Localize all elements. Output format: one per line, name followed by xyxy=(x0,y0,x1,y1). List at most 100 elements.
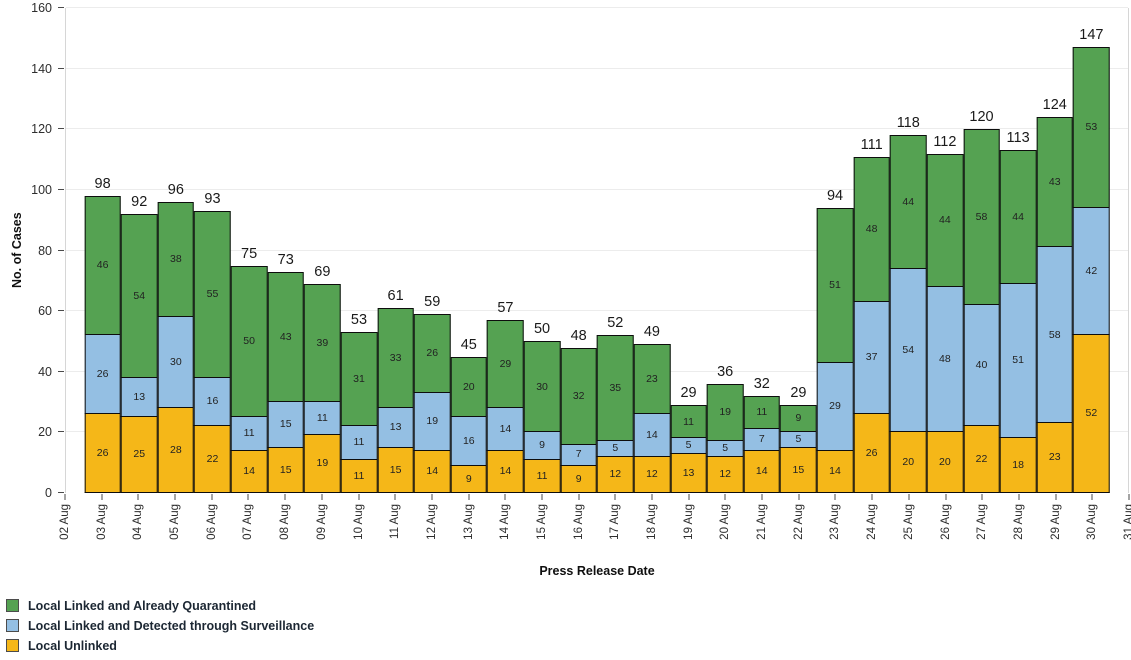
segment-local-linked-and-detected-through-surveillance[interactable]: 7 xyxy=(743,429,781,451)
bar-total-label: 98 xyxy=(94,175,111,192)
segment-local-linked-and-already-quarantined[interactable]: 33 xyxy=(377,308,414,409)
segment-local-linked-and-already-quarantined[interactable]: 11 xyxy=(743,396,781,430)
segment-local-linked-and-detected-through-surveillance[interactable]: 5 xyxy=(670,438,707,454)
x-tick-mark xyxy=(284,494,286,500)
segment-local-unlinked[interactable]: 9 xyxy=(560,465,597,493)
segment-local-linked-and-already-quarantined[interactable]: 35 xyxy=(596,335,634,442)
gridline xyxy=(66,249,1128,251)
segment-local-unlinked[interactable]: 19 xyxy=(304,435,341,493)
segment-local-linked-and-already-quarantined[interactable]: 50 xyxy=(230,265,268,418)
segment-local-unlinked[interactable]: 15 xyxy=(377,447,414,493)
segment-local-linked-and-already-quarantined[interactable]: 19 xyxy=(706,383,744,442)
bar-total-label: 36 xyxy=(717,363,734,380)
segment-local-unlinked[interactable]: 22 xyxy=(194,426,231,493)
segment-local-unlinked[interactable]: 15 xyxy=(267,447,305,493)
segment-local-linked-and-detected-through-surveillance[interactable]: 9 xyxy=(523,432,561,460)
segment-local-linked-and-already-quarantined[interactable]: 23 xyxy=(633,344,671,415)
legend-item-local-unlinked[interactable]: Local Unlinked xyxy=(6,639,314,653)
segment-local-unlinked[interactable]: 12 xyxy=(633,456,671,493)
x-tick-label: 23 Aug xyxy=(829,504,842,540)
segment-local-unlinked[interactable]: 22 xyxy=(963,426,1000,493)
segment-local-linked-and-already-quarantined[interactable]: 43 xyxy=(267,271,305,403)
segment-local-linked-and-already-quarantined[interactable]: 46 xyxy=(84,195,121,336)
segment-local-unlinked[interactable]: 52 xyxy=(1073,335,1110,493)
segment-local-linked-and-detected-through-surveillance[interactable]: 19 xyxy=(413,392,451,451)
segment-local-unlinked[interactable]: 15 xyxy=(780,447,817,493)
segment-local-unlinked[interactable]: 11 xyxy=(523,459,561,493)
segment-local-linked-and-already-quarantined[interactable]: 30 xyxy=(523,341,561,433)
segment-local-linked-and-already-quarantined[interactable]: 26 xyxy=(413,314,451,393)
segment-local-linked-and-detected-through-surveillance[interactable]: 14 xyxy=(633,414,671,457)
segment-local-unlinked[interactable]: 14 xyxy=(487,450,524,493)
segment-local-linked-and-detected-through-surveillance[interactable]: 29 xyxy=(816,362,854,451)
segment-local-linked-and-detected-through-surveillance[interactable]: 15 xyxy=(267,402,305,448)
segment-local-linked-and-already-quarantined[interactable]: 43 xyxy=(1036,117,1074,248)
segment-local-linked-and-already-quarantined[interactable]: 38 xyxy=(157,202,195,318)
segment-local-linked-and-detected-through-surveillance[interactable]: 7 xyxy=(560,444,597,466)
segment-local-linked-and-already-quarantined[interactable]: 44 xyxy=(999,150,1037,284)
segment-local-linked-and-detected-through-surveillance[interactable]: 5 xyxy=(780,432,817,448)
segment-local-linked-and-already-quarantined[interactable]: 58 xyxy=(963,129,1000,306)
segment-local-linked-and-detected-through-surveillance[interactable]: 54 xyxy=(889,268,927,433)
legend-item-local-linked-and-detected-through-surveillance[interactable]: Local Linked and Detected through Survei… xyxy=(6,619,314,633)
segment-local-linked-and-detected-through-surveillance[interactable]: 48 xyxy=(926,286,964,433)
segment-local-linked-and-already-quarantined[interactable]: 44 xyxy=(926,153,964,287)
segment-local-linked-and-already-quarantined[interactable]: 9 xyxy=(780,405,817,433)
segment-local-unlinked[interactable]: 13 xyxy=(670,453,707,493)
y-tick-label: 80 xyxy=(38,243,52,258)
segment-local-linked-and-detected-through-surveillance[interactable]: 14 xyxy=(487,408,524,451)
segment-local-unlinked[interactable]: 20 xyxy=(926,432,964,493)
segment-local-linked-and-already-quarantined[interactable]: 39 xyxy=(304,283,341,403)
segment-local-unlinked[interactable]: 28 xyxy=(157,408,195,493)
segment-local-unlinked[interactable]: 14 xyxy=(413,450,451,493)
segment-local-linked-and-detected-through-surveillance[interactable]: 40 xyxy=(963,305,1000,427)
segment-local-linked-and-detected-through-surveillance[interactable]: 13 xyxy=(120,377,158,418)
x-tick-mark xyxy=(247,494,249,500)
segment-local-linked-and-detected-through-surveillance[interactable]: 30 xyxy=(157,317,195,409)
bar-total-label: 29 xyxy=(680,385,697,402)
y-tick-mark xyxy=(58,370,64,372)
segment-local-linked-and-detected-through-surveillance[interactable]: 37 xyxy=(853,302,890,415)
segment-local-unlinked[interactable]: 12 xyxy=(706,456,744,493)
segment-local-linked-and-already-quarantined[interactable]: 51 xyxy=(816,208,854,363)
segment-local-linked-and-detected-through-surveillance[interactable]: 16 xyxy=(450,417,488,466)
segment-local-linked-and-detected-through-surveillance[interactable]: 5 xyxy=(596,441,634,457)
segment-local-unlinked[interactable]: 14 xyxy=(743,450,781,493)
x-tick-mark xyxy=(1055,494,1057,500)
segment-local-linked-and-already-quarantined[interactable]: 29 xyxy=(487,320,524,409)
segment-local-linked-and-detected-through-surveillance[interactable]: 11 xyxy=(340,426,378,460)
segment-local-linked-and-already-quarantined[interactable]: 32 xyxy=(560,347,597,445)
segment-local-unlinked[interactable]: 20 xyxy=(889,432,927,493)
segment-local-linked-and-already-quarantined[interactable]: 11 xyxy=(670,405,707,439)
segment-local-unlinked[interactable]: 18 xyxy=(999,438,1037,493)
segment-local-unlinked[interactable]: 14 xyxy=(816,450,854,493)
bar-22-aug: 29 9 5 15 xyxy=(780,385,817,493)
segment-local-unlinked[interactable]: 23 xyxy=(1036,423,1074,493)
segment-local-unlinked[interactable]: 9 xyxy=(450,465,488,493)
segment-local-linked-and-already-quarantined[interactable]: 20 xyxy=(450,356,488,418)
segment-local-linked-and-detected-through-surveillance[interactable]: 5 xyxy=(706,441,744,457)
segment-local-linked-and-already-quarantined[interactable]: 55 xyxy=(194,211,231,378)
x-tick-mark xyxy=(431,494,433,500)
segment-local-linked-and-detected-through-surveillance[interactable]: 58 xyxy=(1036,247,1074,424)
segment-local-linked-and-detected-through-surveillance[interactable]: 42 xyxy=(1073,208,1110,336)
segment-local-linked-and-detected-through-surveillance[interactable]: 26 xyxy=(84,335,121,415)
segment-local-linked-and-detected-through-surveillance[interactable]: 16 xyxy=(194,377,231,427)
segment-local-linked-and-detected-through-surveillance[interactable]: 13 xyxy=(377,408,414,448)
segment-local-linked-and-detected-through-surveillance[interactable]: 11 xyxy=(304,402,341,436)
segment-local-linked-and-already-quarantined[interactable]: 54 xyxy=(120,214,158,378)
segment-local-linked-and-already-quarantined[interactable]: 53 xyxy=(1073,47,1110,209)
legend-item-local-linked-and-already-quarantined[interactable]: Local Linked and Already Quarantined xyxy=(6,599,314,613)
segment-local-linked-and-already-quarantined[interactable]: 44 xyxy=(889,135,927,269)
segment-local-unlinked[interactable]: 25 xyxy=(120,417,158,493)
segment-local-unlinked[interactable]: 14 xyxy=(230,450,268,493)
segment-local-linked-and-detected-through-surveillance[interactable]: 11 xyxy=(230,417,268,451)
segment-local-linked-and-already-quarantined[interactable]: 48 xyxy=(853,156,890,303)
segment-local-unlinked[interactable]: 11 xyxy=(340,459,378,493)
segment-local-unlinked[interactable]: 26 xyxy=(84,414,121,493)
segment-local-linked-and-already-quarantined[interactable]: 31 xyxy=(340,332,378,427)
bar-total-label: 52 xyxy=(607,315,624,332)
segment-local-unlinked[interactable]: 26 xyxy=(853,414,890,493)
segment-local-unlinked[interactable]: 12 xyxy=(596,456,634,493)
segment-local-linked-and-detected-through-surveillance[interactable]: 51 xyxy=(999,283,1037,439)
